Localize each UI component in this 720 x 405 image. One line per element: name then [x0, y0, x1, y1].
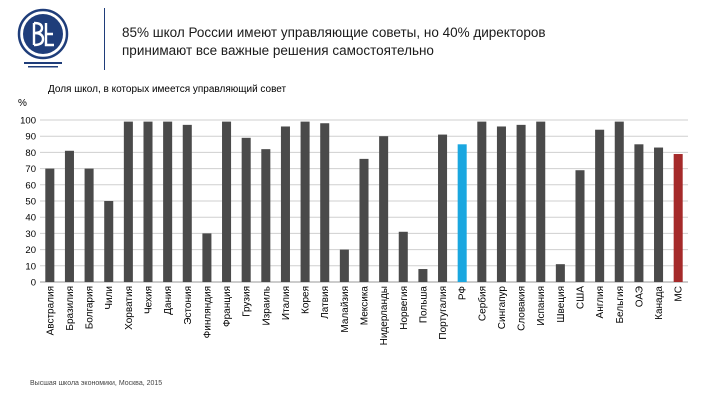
logo	[12, 6, 74, 70]
bar-25	[516, 124, 526, 282]
x-category-label: Нидерланды	[379, 286, 390, 345]
bar-29	[595, 129, 605, 282]
x-category-label: Англия	[595, 286, 606, 318]
y-tick-label: 40	[25, 213, 36, 224]
bar-10	[222, 121, 232, 283]
y-tick-label: 20	[25, 245, 36, 256]
y-tick-label: 30	[25, 229, 36, 240]
bar-7	[163, 121, 173, 283]
bar-19	[398, 231, 408, 282]
y-tick-label: 80	[25, 148, 36, 159]
x-category-label: Мексика	[360, 286, 371, 326]
x-category-label: Чили	[104, 286, 115, 310]
title-line-2: принимают все важные решения самостоятел…	[122, 43, 434, 58]
bar-17	[359, 158, 369, 282]
bar-8	[182, 124, 192, 282]
x-category-label: Бразилия	[65, 286, 76, 331]
bar-22	[457, 144, 467, 282]
bar-26	[536, 121, 546, 283]
bar-18	[379, 136, 389, 282]
hse-logo-icon	[17, 8, 69, 68]
x-category-label: Чехия	[144, 286, 155, 314]
y-tick-label: 60	[25, 180, 36, 191]
footer-text: Высшая школа экономики, Москва, 2015	[30, 380, 163, 387]
bar-14	[300, 121, 310, 283]
bar-2	[64, 150, 74, 282]
x-category-label: МС	[674, 286, 685, 302]
bar-21	[438, 134, 448, 282]
x-category-label: Латвия	[320, 286, 331, 319]
x-category-label: Хорватия	[124, 286, 135, 330]
bar-31	[634, 144, 644, 282]
x-category-label: Польша	[418, 286, 429, 324]
page-title: 85% школ России имеют управляющие советы…	[122, 24, 707, 60]
y-tick-label: 90	[25, 132, 36, 143]
x-category-label: Канада	[654, 286, 665, 320]
x-category-label: Сингапур	[497, 286, 508, 330]
x-category-label: Малайзия	[340, 286, 351, 333]
x-category-label: Дания	[163, 286, 174, 315]
bar-32	[654, 147, 664, 282]
x-category-label: Эстония	[183, 286, 194, 325]
x-category-label: Болгария	[85, 286, 96, 329]
x-category-label: Норвегия	[399, 286, 410, 330]
x-category-label: Финляндия	[202, 286, 213, 338]
y-tick-label: 10	[25, 261, 36, 272]
x-category-label: Корея	[301, 286, 312, 314]
title-line-1: 85% школ России имеют управляющие советы…	[122, 25, 546, 40]
y-tick-label: 0	[31, 278, 36, 289]
x-category-label: Бельгия	[615, 286, 626, 324]
x-category-label: США	[576, 286, 587, 309]
bar-5	[123, 121, 133, 283]
bar-24	[496, 126, 506, 282]
header-divider	[104, 8, 105, 70]
y-unit-label: %	[18, 98, 27, 109]
y-tick-label: 70	[25, 164, 36, 175]
bar-30	[614, 121, 624, 283]
chart-title: Доля школ, в которых имеется управляющий…	[48, 84, 287, 95]
bar-15	[320, 123, 330, 283]
x-category-label: Израиль	[261, 286, 272, 326]
bar-16	[339, 249, 349, 282]
bar-33	[673, 154, 683, 282]
bar-6	[143, 121, 153, 283]
x-category-label: Франция	[222, 286, 233, 327]
x-category-label: Португалия	[438, 286, 449, 340]
bar-1	[45, 168, 55, 282]
bar-4	[104, 201, 114, 282]
x-category-label: Грузия	[242, 286, 253, 317]
x-category-label: Италия	[281, 286, 292, 320]
y-tick-label: 50	[25, 197, 36, 208]
bar-9	[202, 233, 212, 282]
x-category-label: ОАЭ	[634, 286, 645, 307]
x-category-label: Словакия	[517, 286, 528, 331]
x-category-label: Испания	[536, 286, 547, 326]
y-tick-label: 100	[20, 116, 36, 127]
bar-13	[280, 126, 290, 282]
bar-11	[241, 137, 251, 282]
x-category-label: РФ	[458, 286, 469, 301]
bar-3	[84, 168, 94, 282]
bar-20	[418, 269, 428, 282]
bar-28	[575, 170, 585, 282]
bar-23	[477, 121, 487, 283]
bar-12	[261, 149, 271, 282]
x-category-label: Австралия	[45, 286, 56, 335]
bar-27	[555, 264, 565, 282]
x-category-label: Сербия	[476, 286, 488, 321]
x-category-label: Швеция	[556, 286, 567, 323]
